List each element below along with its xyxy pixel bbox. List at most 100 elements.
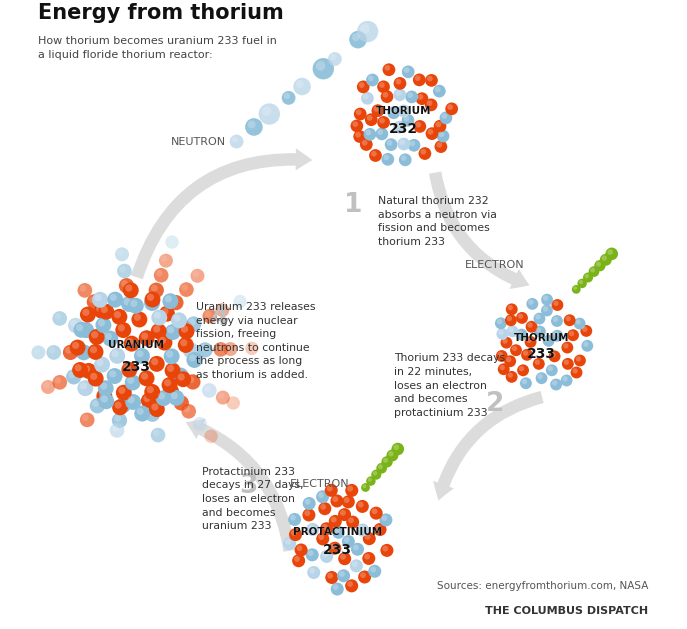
Circle shape bbox=[521, 349, 533, 361]
Circle shape bbox=[359, 82, 365, 88]
Circle shape bbox=[115, 322, 131, 338]
Circle shape bbox=[418, 147, 431, 160]
Circle shape bbox=[262, 106, 271, 116]
Circle shape bbox=[150, 428, 166, 442]
Circle shape bbox=[507, 316, 512, 321]
Circle shape bbox=[346, 516, 359, 528]
Text: 233: 233 bbox=[527, 347, 556, 361]
Circle shape bbox=[141, 372, 148, 380]
Circle shape bbox=[370, 567, 376, 572]
Circle shape bbox=[534, 360, 540, 365]
Circle shape bbox=[131, 311, 147, 328]
Circle shape bbox=[124, 298, 131, 305]
Circle shape bbox=[74, 322, 89, 338]
Circle shape bbox=[78, 380, 93, 396]
Circle shape bbox=[351, 543, 364, 556]
Circle shape bbox=[306, 548, 319, 561]
Circle shape bbox=[80, 325, 88, 331]
Circle shape bbox=[549, 350, 561, 362]
Circle shape bbox=[585, 274, 589, 279]
Circle shape bbox=[110, 423, 124, 438]
Circle shape bbox=[519, 366, 524, 371]
Circle shape bbox=[52, 375, 67, 390]
Circle shape bbox=[543, 296, 548, 301]
Circle shape bbox=[376, 525, 381, 531]
Circle shape bbox=[70, 320, 77, 327]
Circle shape bbox=[165, 296, 172, 303]
Circle shape bbox=[388, 451, 394, 457]
Circle shape bbox=[415, 75, 420, 81]
Circle shape bbox=[534, 313, 545, 325]
Circle shape bbox=[100, 382, 107, 389]
Circle shape bbox=[370, 506, 383, 520]
Circle shape bbox=[93, 303, 110, 319]
Circle shape bbox=[573, 286, 577, 290]
Circle shape bbox=[65, 347, 72, 353]
Circle shape bbox=[528, 323, 532, 328]
Circle shape bbox=[543, 335, 554, 347]
Circle shape bbox=[354, 108, 367, 120]
Circle shape bbox=[52, 311, 67, 326]
Circle shape bbox=[117, 249, 124, 255]
Text: ELECTRON: ELECTRON bbox=[290, 479, 350, 489]
Circle shape bbox=[229, 135, 243, 148]
Circle shape bbox=[605, 248, 618, 260]
Circle shape bbox=[332, 526, 345, 539]
Circle shape bbox=[116, 385, 132, 401]
Circle shape bbox=[365, 534, 370, 540]
Circle shape bbox=[188, 318, 195, 325]
Circle shape bbox=[178, 337, 194, 353]
Circle shape bbox=[304, 499, 311, 504]
Text: 233: 233 bbox=[527, 347, 556, 361]
Circle shape bbox=[357, 81, 370, 93]
Circle shape bbox=[98, 393, 114, 409]
Circle shape bbox=[352, 33, 360, 41]
Circle shape bbox=[159, 253, 173, 268]
Circle shape bbox=[521, 379, 527, 384]
Circle shape bbox=[149, 356, 165, 372]
Circle shape bbox=[144, 295, 160, 311]
Circle shape bbox=[320, 522, 333, 535]
Circle shape bbox=[552, 330, 563, 342]
Circle shape bbox=[164, 379, 171, 386]
Circle shape bbox=[383, 458, 388, 463]
Circle shape bbox=[293, 78, 311, 96]
Circle shape bbox=[151, 358, 158, 365]
Circle shape bbox=[78, 283, 92, 298]
Circle shape bbox=[117, 325, 125, 331]
Circle shape bbox=[149, 401, 165, 417]
Circle shape bbox=[89, 329, 104, 345]
Circle shape bbox=[202, 383, 216, 398]
Circle shape bbox=[117, 264, 132, 279]
Circle shape bbox=[318, 534, 324, 540]
Circle shape bbox=[399, 106, 405, 112]
Circle shape bbox=[134, 406, 150, 421]
Circle shape bbox=[371, 470, 381, 480]
Circle shape bbox=[578, 279, 587, 288]
Circle shape bbox=[289, 528, 302, 541]
Circle shape bbox=[98, 304, 114, 320]
Circle shape bbox=[594, 260, 605, 271]
Circle shape bbox=[313, 58, 334, 79]
Circle shape bbox=[248, 121, 256, 128]
Circle shape bbox=[353, 130, 366, 143]
Circle shape bbox=[120, 265, 126, 272]
Circle shape bbox=[344, 537, 350, 543]
Circle shape bbox=[137, 350, 144, 357]
Circle shape bbox=[607, 249, 613, 255]
Circle shape bbox=[505, 314, 517, 326]
Circle shape bbox=[427, 75, 433, 82]
Circle shape bbox=[69, 371, 76, 378]
Circle shape bbox=[395, 90, 401, 96]
Circle shape bbox=[92, 400, 99, 407]
Circle shape bbox=[124, 336, 139, 352]
Circle shape bbox=[548, 366, 553, 371]
Circle shape bbox=[518, 314, 523, 319]
Text: THORIUM: THORIUM bbox=[514, 333, 570, 343]
Circle shape bbox=[320, 550, 333, 563]
Circle shape bbox=[340, 554, 346, 560]
Circle shape bbox=[364, 554, 370, 560]
Circle shape bbox=[407, 139, 420, 152]
Circle shape bbox=[574, 355, 586, 367]
Circle shape bbox=[316, 61, 326, 70]
